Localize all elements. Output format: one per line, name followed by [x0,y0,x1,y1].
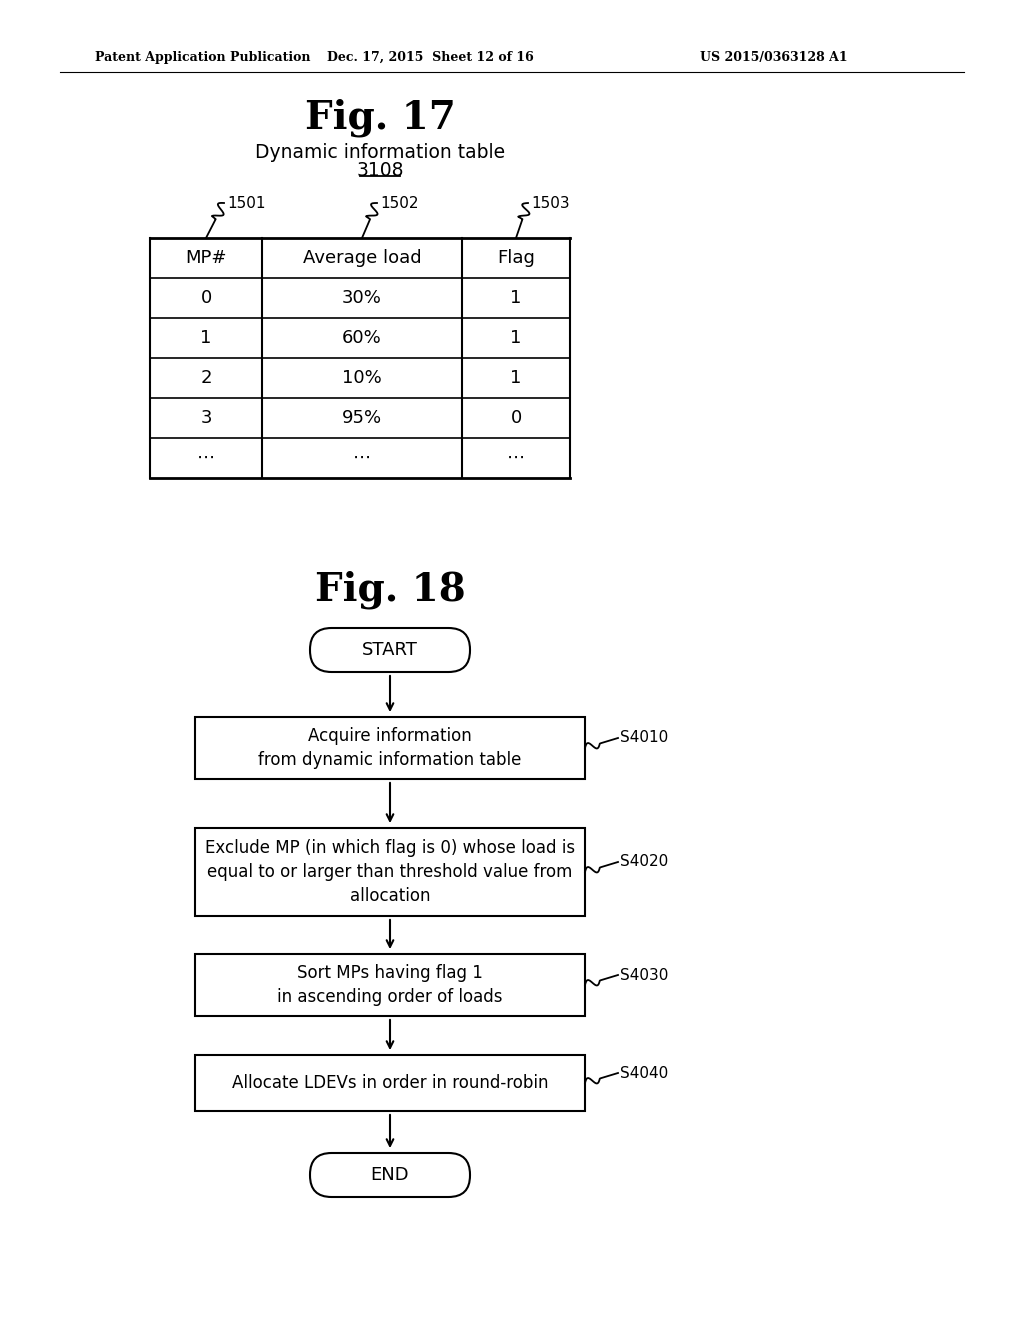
Text: 60%: 60% [342,329,382,347]
Text: Dec. 17, 2015  Sheet 12 of 16: Dec. 17, 2015 Sheet 12 of 16 [327,50,534,63]
Bar [195,828,585,916]
Text: 0: 0 [510,409,521,426]
Text: S4010: S4010 [620,730,669,746]
Text: 1501: 1501 [227,195,265,210]
Text: 1: 1 [510,289,521,308]
Text: Allocate LDEVs in order in round-robin: Allocate LDEVs in order in round-robin [231,1074,548,1092]
FancyBboxPatch shape [310,628,470,672]
Text: 1503: 1503 [531,195,569,210]
Text: Acquire information
from dynamic information table: Acquire information from dynamic informa… [258,727,521,768]
Bar [195,717,585,779]
Text: Flag: Flag [497,249,535,267]
Text: 3: 3 [201,409,212,426]
Text: 1: 1 [510,329,521,347]
Text: 1: 1 [510,370,521,387]
Text: Exclude MP (in which flag is 0) whose load is
equal to or larger than threshold : Exclude MP (in which flag is 0) whose lo… [205,840,575,904]
Text: Dynamic information table: Dynamic information table [255,143,505,161]
Text: 95%: 95% [342,409,382,426]
Text: START: START [362,642,418,659]
Text: US 2015/0363128 A1: US 2015/0363128 A1 [700,50,848,63]
Text: Average load: Average load [303,249,421,267]
Text: END: END [371,1166,410,1184]
Text: Fig. 17: Fig. 17 [304,99,456,137]
Text: 10%: 10% [342,370,382,387]
Text: 1: 1 [201,329,212,347]
Text: 0: 0 [201,289,212,308]
Text: 1502: 1502 [380,195,419,210]
Text: S4030: S4030 [620,968,669,982]
Text: Patent Application Publication: Patent Application Publication [95,50,310,63]
Text: S4040: S4040 [620,1065,669,1081]
Text: 2: 2 [201,370,212,387]
Text: Sort MPs having flag 1
in ascending order of loads: Sort MPs having flag 1 in ascending orde… [278,964,503,1006]
Text: MP#: MP# [185,249,226,267]
Text: ⋯: ⋯ [197,449,215,467]
Text: Fig. 18: Fig. 18 [314,570,465,610]
Text: S4020: S4020 [620,854,669,870]
Text: ⋯: ⋯ [507,449,525,467]
Text: 3108: 3108 [356,161,403,180]
FancyBboxPatch shape [310,1152,470,1197]
Text: 30%: 30% [342,289,382,308]
Text: ⋯: ⋯ [353,449,371,467]
Bar [195,1055,585,1111]
Bar [195,954,585,1016]
